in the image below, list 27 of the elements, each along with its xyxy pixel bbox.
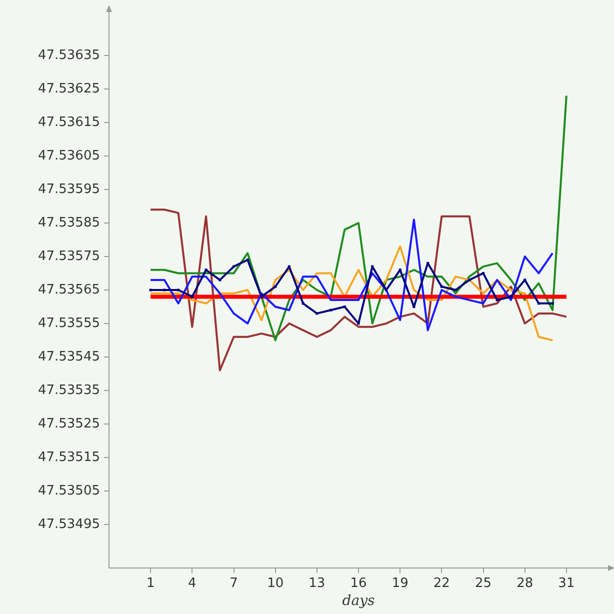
x-tick-label: 28 — [516, 576, 534, 592]
x-tick-label: 13 — [308, 576, 326, 592]
y-tick-label: 47.53545 — [38, 349, 100, 364]
y-tick-label: 47.53515 — [38, 450, 100, 465]
y-tick-label: 47.53495 — [38, 516, 100, 532]
x-tick-label: 25 — [474, 576, 492, 592]
x-tick-label: 19 — [392, 576, 408, 592]
y-tick-label: 47.53505 — [38, 483, 100, 498]
y-tick-label: 47.53615 — [38, 114, 100, 130]
x-tick-label: 4 — [188, 576, 196, 592]
y-tick-label: 47.53625 — [38, 81, 100, 96]
y-tick-label: 47.53595 — [38, 182, 100, 197]
y-tick-label: 47.53565 — [38, 282, 100, 298]
x-tick-label: 22 — [433, 576, 450, 592]
x-tick-label: 31 — [558, 576, 575, 592]
x-axis-title: days — [342, 593, 375, 610]
y-tick-label: 47.53635 — [38, 48, 100, 63]
x-tick-label: 10 — [267, 576, 284, 592]
x-tick-label: 16 — [350, 576, 367, 592]
y-tick-label: 47.53585 — [38, 215, 100, 230]
x-tick-label: 1 — [146, 576, 155, 592]
y-tick-label: 47.53575 — [38, 248, 100, 264]
y-tick-label: 47.53555 — [38, 316, 100, 331]
y-tick-label: 47.53525 — [38, 416, 100, 432]
y-tick-label: 47.53605 — [38, 148, 100, 164]
x-tick-label: 7 — [230, 576, 238, 592]
y-tick-label: 47.53535 — [38, 382, 100, 398]
